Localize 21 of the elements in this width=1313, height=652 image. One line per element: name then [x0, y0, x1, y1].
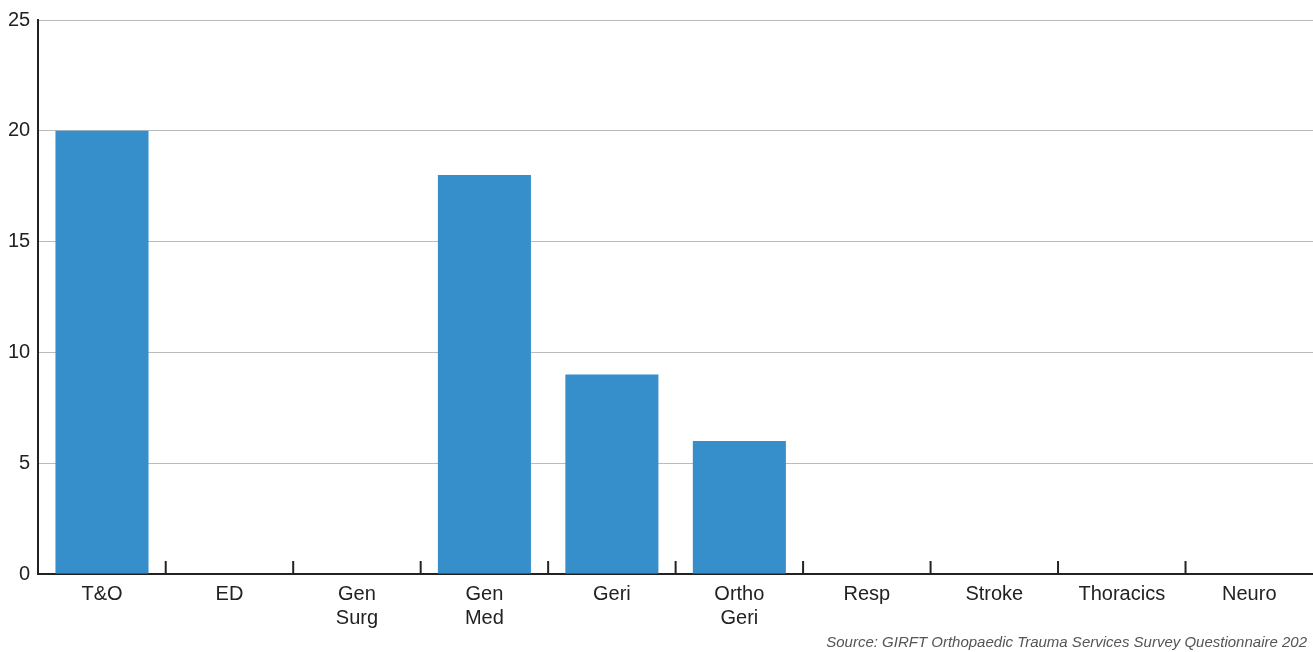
- x-tick-label: T&O: [81, 581, 123, 604]
- y-tick-label: 25: [8, 7, 31, 30]
- x-tick-label: Neuro: [1222, 581, 1277, 604]
- y-tick-label: 15: [8, 229, 31, 252]
- x-tick-label: Ortho Geri: [714, 581, 765, 628]
- bar: [692, 441, 786, 574]
- y-tick-label: 0: [19, 561, 31, 584]
- source-note: Source: GIRFT Orthopaedic Trauma Services Survey Questionnaire 202: [826, 632, 1308, 650]
- bar: [55, 130, 149, 574]
- x-tick-label: ED: [215, 581, 244, 604]
- x-tick-label: Gen Surg: [335, 581, 379, 628]
- y-tick-label: 5: [19, 450, 31, 473]
- x-tick-label: Resp: [843, 581, 891, 604]
- x-tick-label: Stroke: [965, 581, 1024, 604]
- x-tick-label: Geri: [592, 581, 631, 604]
- bar: [565, 374, 659, 574]
- bar: [437, 175, 531, 574]
- x-tick-label: Thoracics: [1078, 581, 1166, 604]
- x-tick-label: Gen Med: [464, 581, 504, 628]
- y-tick-label: 20: [8, 118, 31, 141]
- y-tick-label: 10: [8, 339, 31, 362]
